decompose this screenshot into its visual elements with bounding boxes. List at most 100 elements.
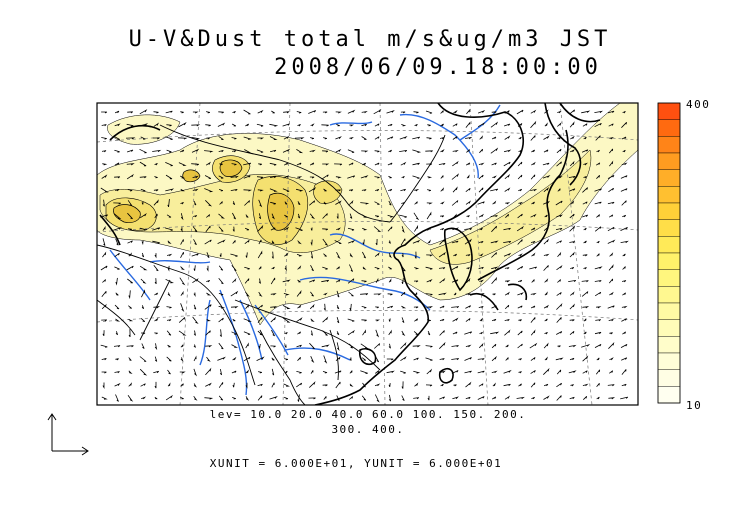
wind-vector: [491, 276, 498, 285]
wind-vector: [154, 343, 158, 351]
wind-vector: [166, 319, 172, 322]
wind-vector: [440, 148, 445, 153]
wind-vector: [387, 162, 393, 166]
wind-vector: [219, 201, 223, 205]
wind-vector: [180, 344, 184, 348]
wind-vector: [309, 200, 316, 206]
figure-timestamp: 2008/06/09.18:00:00: [274, 55, 602, 80]
wind-vector: [581, 149, 589, 153]
wind-vector: [257, 224, 264, 232]
wind-vector: [440, 175, 444, 179]
wind-vector: [452, 149, 459, 153]
wind-vector: [556, 331, 563, 335]
wind-vector: [101, 358, 107, 361]
dust-area-peak-north: [219, 159, 243, 177]
wind-vector: [505, 202, 511, 205]
wind-vector: [557, 122, 562, 127]
wind-vector: [347, 175, 355, 179]
wind-vector: [491, 318, 497, 322]
wind-vector: [607, 175, 615, 179]
wind-vector: [205, 225, 211, 233]
wind-vector: [244, 239, 250, 245]
wind-vector: [361, 357, 367, 361]
wind-vector: [569, 357, 575, 361]
wind-vector: [361, 123, 367, 127]
wind-vector: [582, 123, 588, 127]
wind-vector: [257, 330, 264, 336]
wind-vector: [374, 394, 380, 403]
wind-vector: [569, 303, 575, 310]
wind-vector: [451, 266, 459, 270]
wind-vector: [360, 343, 369, 349]
wind-vector: [231, 370, 237, 374]
wind-vector: [543, 225, 549, 231]
wind-vector: [218, 265, 224, 271]
wind-vector: [609, 291, 614, 296]
wind-vector: [621, 200, 627, 206]
dust-area-peak-center: [267, 192, 295, 231]
wind-vector: [310, 137, 315, 140]
colorbar-swatch: [657, 369, 681, 387]
wind-vector: [336, 227, 341, 231]
colorbar-frame: [657, 102, 681, 404]
wind-vector: [270, 293, 277, 296]
wind-vector: [347, 318, 355, 322]
wind-vector: [360, 293, 369, 296]
wind-vector: [465, 305, 471, 309]
contour-levels-line2: 300. 400.: [331, 423, 404, 436]
wind-vector: [257, 317, 263, 323]
wind-vector: [100, 187, 109, 193]
wind-vector: [596, 175, 600, 179]
wind-vector: [620, 188, 628, 192]
wind-vector: [401, 202, 405, 205]
wind-vector: [621, 162, 628, 166]
wind-vector: [244, 266, 250, 270]
wind-vector: [569, 213, 575, 219]
wind-vector: [309, 303, 315, 310]
wind-vector: [349, 213, 353, 219]
wind-vector: [269, 162, 277, 166]
wind-vector: [503, 383, 511, 387]
wind-vector: [256, 176, 264, 179]
wind-vector: [556, 148, 562, 154]
wind-vector: [583, 162, 588, 166]
wind-vector: [322, 316, 329, 323]
wind-vector: [283, 383, 290, 387]
wind-vector: [401, 395, 405, 401]
wind-vector: [114, 382, 121, 387]
wind-vector: [167, 265, 170, 272]
wind-vector: [140, 188, 146, 192]
wind-vector: [517, 161, 523, 167]
colorbar-swatch: [657, 136, 681, 154]
wind-vector: [258, 239, 262, 245]
wind-vector: [388, 188, 393, 192]
wind-vector: [530, 370, 536, 374]
wind-vector: [505, 280, 511, 283]
wind-vector: [556, 395, 562, 401]
wind-vector: [621, 383, 627, 387]
wind-vector: [245, 123, 249, 127]
wind-vector: [426, 279, 433, 283]
wind-vector: [231, 123, 237, 127]
wind-vector: [140, 318, 146, 322]
wind-vector: [477, 396, 485, 400]
wind-vector: [153, 264, 159, 272]
wind-vector: [218, 213, 225, 219]
wind-vector: [465, 162, 471, 166]
wind-vector: [517, 239, 523, 245]
wind-vector: [583, 396, 588, 400]
wind-vector: [440, 123, 444, 127]
wind-vector: [193, 304, 197, 310]
wind-vector: [283, 396, 289, 400]
wind-vector: [465, 318, 471, 322]
wind-vector: [219, 329, 222, 337]
wind-vector: [491, 225, 497, 233]
wind-vector: [101, 124, 107, 127]
wind-vector: [296, 317, 303, 323]
wind-vector: [426, 202, 433, 205]
wind-vector: [388, 329, 392, 336]
wind-vector: [270, 316, 276, 323]
wind-vector: [323, 396, 327, 400]
wind-vector: [322, 384, 328, 387]
wind-vector: [243, 356, 251, 362]
